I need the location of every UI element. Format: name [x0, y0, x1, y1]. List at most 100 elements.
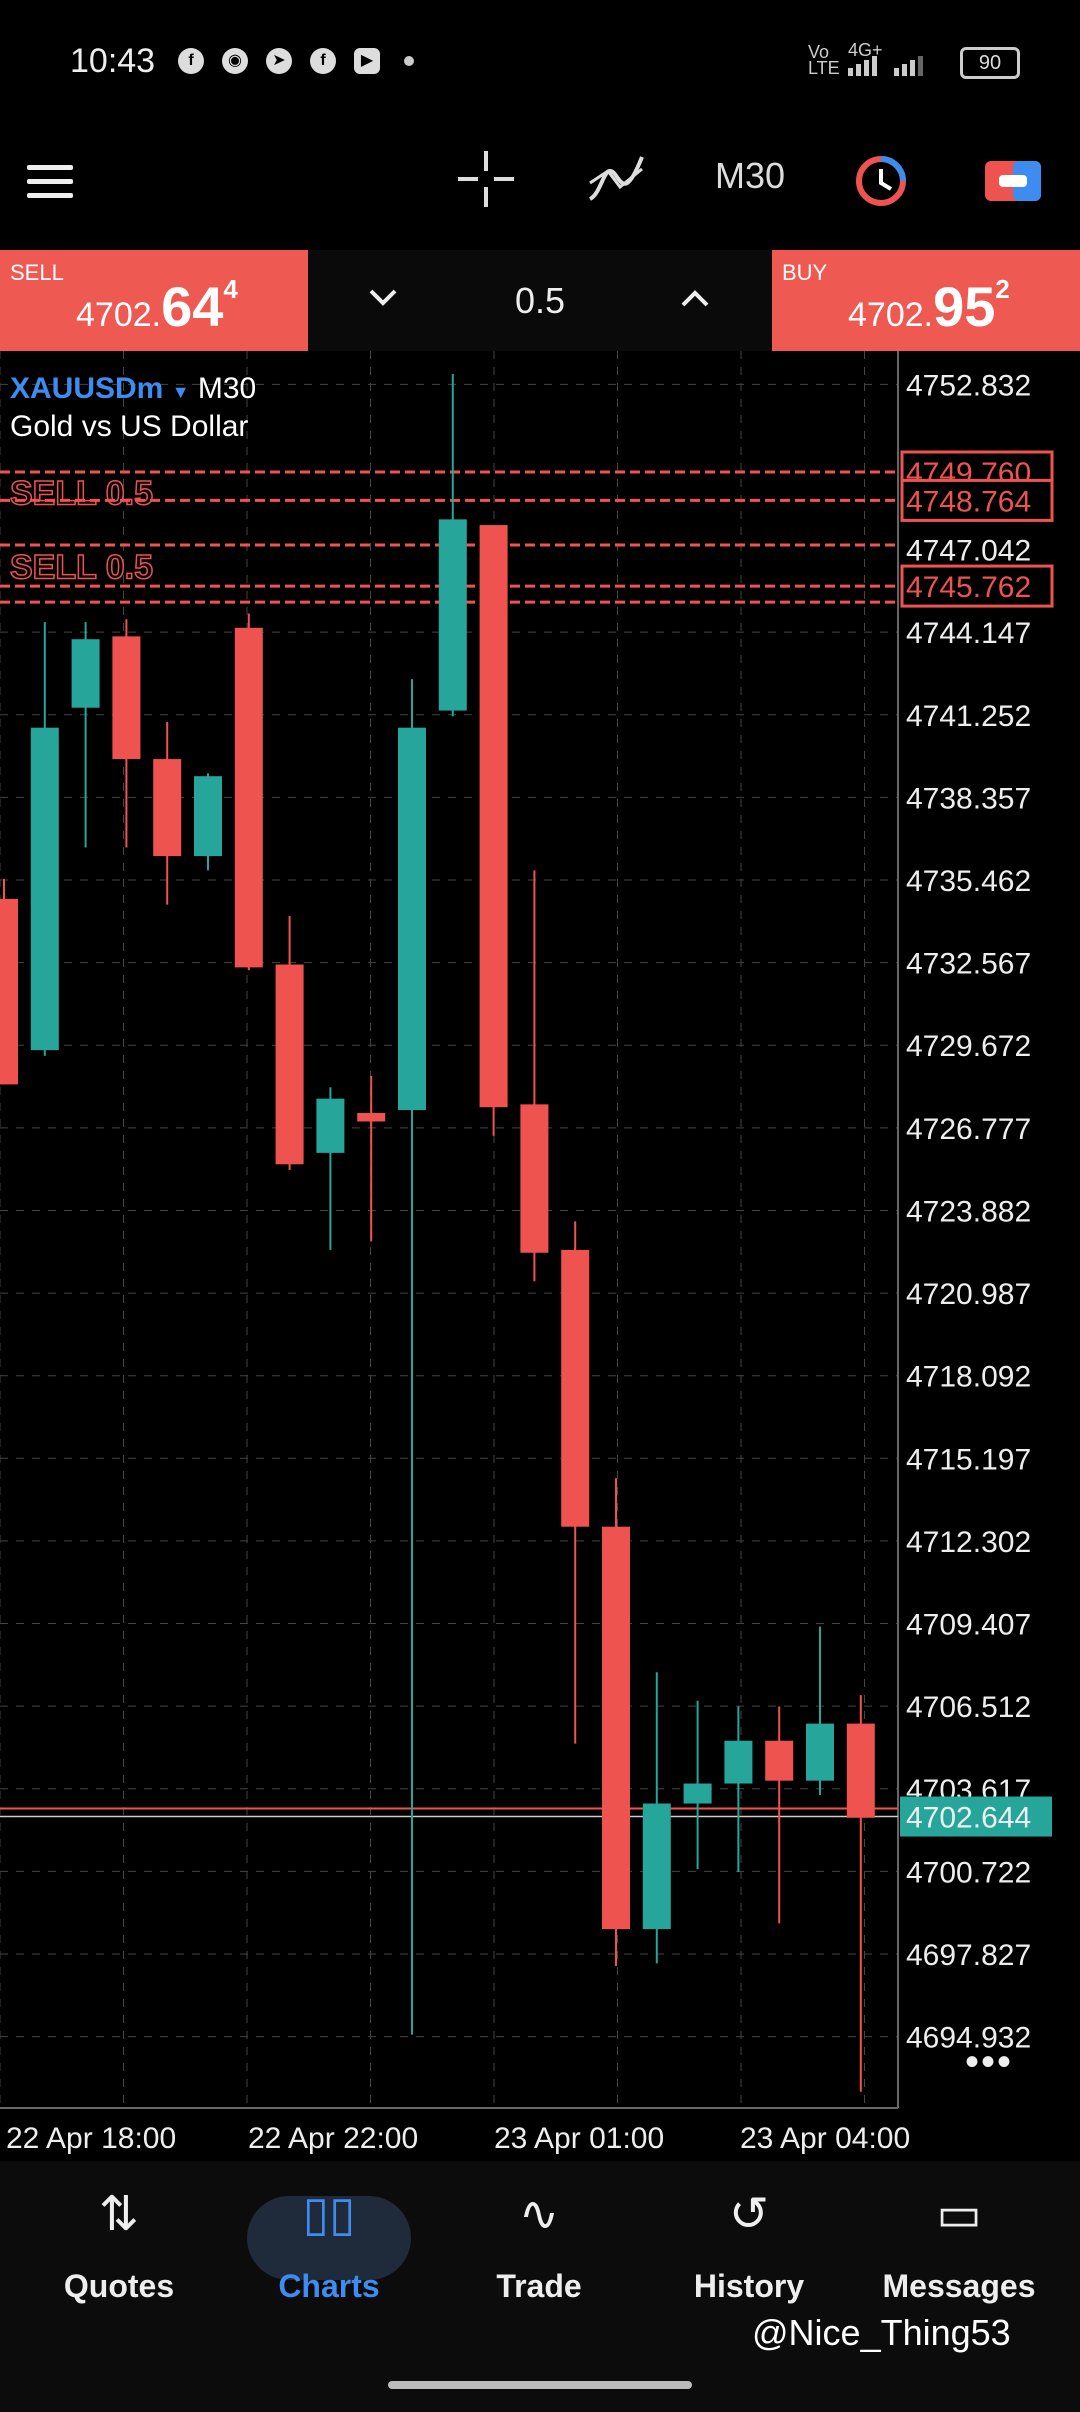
x-tick-label: 22 Apr 18:00: [6, 2122, 176, 2155]
more-icon[interactable]: •••: [965, 2040, 1014, 2084]
sell-price: 4702.644: [76, 274, 238, 338]
candle-body: [71, 639, 100, 708]
y-tick-label: 4694.932: [906, 2022, 1031, 2055]
buy-price: 4702.952: [848, 274, 1010, 338]
y-tick-label: 4715.197: [906, 1443, 1031, 1476]
y-tick-label: 4702.644: [906, 1802, 1031, 1835]
candle-body: [806, 1723, 834, 1781]
y-tick-label: 4741.252: [906, 700, 1031, 733]
history-icon: ↺: [728, 2188, 770, 2241]
sell-button[interactable]: SELL 4702.644: [0, 250, 308, 351]
y-tick-label: 4712.302: [906, 1526, 1031, 1559]
candle-body: [234, 627, 263, 968]
nav-quotes-label: Quotes: [63, 2268, 175, 2304]
candle-body: [275, 964, 304, 1165]
y-tick-label: 4732.567: [906, 948, 1031, 981]
buy-button[interactable]: BUY 4702.952: [772, 250, 1080, 351]
y-tick-label: 4697.827: [906, 1939, 1031, 1972]
current-price-tag: [900, 1796, 1052, 1837]
y-tick-label: 4700.722: [906, 1856, 1031, 1889]
facebook-icon: f: [310, 48, 336, 74]
y-tick-label: 4729.672: [906, 1030, 1031, 1063]
candle-body: [0, 898, 18, 1085]
candle-body: [438, 519, 467, 711]
candle-body: [642, 1803, 671, 1930]
y-tick-label: 4744.147: [906, 617, 1031, 650]
nav-charts[interactable]: ▯▯ Charts: [229, 2180, 429, 2305]
dropdown-icon[interactable]: ▼: [171, 382, 190, 402]
network-label: 4G+: [848, 40, 883, 60]
y-tick-label: 4709.407: [906, 1609, 1031, 1642]
y-tick-label: 4706.512: [906, 1691, 1031, 1724]
candle-body: [765, 1740, 794, 1781]
order-label: SELL 0.5: [10, 475, 153, 513]
candlestick-chart[interactable]: 4752.8324749.7604748.7644747.0424745.762…: [0, 351, 1080, 2161]
symbol-description: Gold vs US Dollar: [10, 410, 249, 443]
lot-size[interactable]: 0.5: [514, 280, 566, 321]
y-tick-label: 4726.777: [906, 1113, 1031, 1146]
y-tick-label: 4720.987: [906, 1278, 1031, 1311]
nav-messages[interactable]: ▭ Messages: [859, 2180, 1059, 2305]
candle-body: [316, 1098, 345, 1153]
trade-icon: ∿: [518, 2188, 560, 2241]
candle-body: [846, 1723, 875, 1818]
symbol-label[interactable]: XAUUSDm ▼ M30: [10, 372, 256, 406]
x-tick-label: 22 Apr 22:00: [248, 2122, 418, 2155]
candle-body: [398, 727, 426, 1111]
y-tick-label: 4738.357: [906, 782, 1031, 815]
candle-body: [194, 776, 222, 857]
objects-icon[interactable]: [855, 155, 907, 207]
symbol-name[interactable]: XAUUSDm: [10, 372, 164, 405]
nav-trade-label: Trade: [496, 2268, 582, 2304]
symbol-timeframe: M30: [197, 372, 257, 405]
active-tab-highlight: [247, 2196, 411, 2280]
candle-body: [30, 727, 59, 1051]
order-label: SELL 0.5: [10, 549, 153, 587]
trade-toggle-icon[interactable]: [985, 161, 1041, 201]
y-tick-label: 4735.462: [906, 865, 1031, 898]
home-indicator[interactable]: [388, 2381, 692, 2389]
signal-icon: [848, 56, 923, 76]
nav-history-label: History: [693, 2268, 805, 2304]
candle-body: [602, 1526, 630, 1930]
battery-indicator: 90: [960, 47, 1020, 79]
crosshair-icon[interactable]: [458, 151, 514, 207]
candle-body: [561, 1249, 590, 1527]
candle-body: [153, 759, 182, 857]
chevron-down-icon[interactable]: [368, 286, 398, 310]
candle-body: [112, 636, 141, 760]
snapchat-icon: ◉: [222, 48, 248, 74]
volte-icon: Vo LTE: [808, 42, 840, 78]
nav-trade[interactable]: ∿ Trade: [439, 2180, 639, 2305]
nav-history[interactable]: ↺ History: [649, 2180, 849, 2305]
bottom-nav: [0, 2161, 1080, 2412]
nav-messages-label: Messages: [882, 2268, 1036, 2304]
menu-icon[interactable]: [27, 165, 73, 207]
y-tick-label: 4745.762: [906, 571, 1031, 604]
y-tick-label: 4748.764: [906, 485, 1031, 518]
y-tick-label: 4752.832: [906, 369, 1031, 402]
y-tick-label: 4747.042: [906, 535, 1031, 568]
order-price-box: [900, 564, 1054, 608]
timeframe-button[interactable]: M30: [715, 155, 786, 196]
indicators-icon[interactable]: [586, 153, 646, 205]
quotes-icon: ⇅: [98, 2188, 140, 2241]
buy-label: BUY: [782, 260, 828, 285]
order-price-box: [900, 478, 1054, 522]
candle-body: [479, 525, 508, 1108]
dot-icon: [404, 56, 414, 66]
charts-icon: ▯▯: [302, 2188, 356, 2241]
x-tick-label: 23 Apr 04:00: [740, 2122, 910, 2155]
candle-body: [520, 1104, 549, 1253]
messages-icon: ▭: [936, 2188, 982, 2241]
nav-quotes[interactable]: ⇅ Quotes: [19, 2180, 219, 2305]
lot-selector: 0.5: [308, 250, 772, 351]
y-tick-label: 4718.092: [906, 1361, 1031, 1394]
candle-body: [724, 1740, 753, 1784]
chevron-up-icon[interactable]: [680, 286, 710, 310]
y-tick-label: 4723.882: [906, 1195, 1031, 1228]
candle-body: [357, 1112, 386, 1122]
watermark: @Nice_Thing53: [752, 2312, 1011, 2353]
nav-charts-label: Charts: [278, 2268, 380, 2304]
chart-toolbar: M30: [0, 125, 1080, 250]
